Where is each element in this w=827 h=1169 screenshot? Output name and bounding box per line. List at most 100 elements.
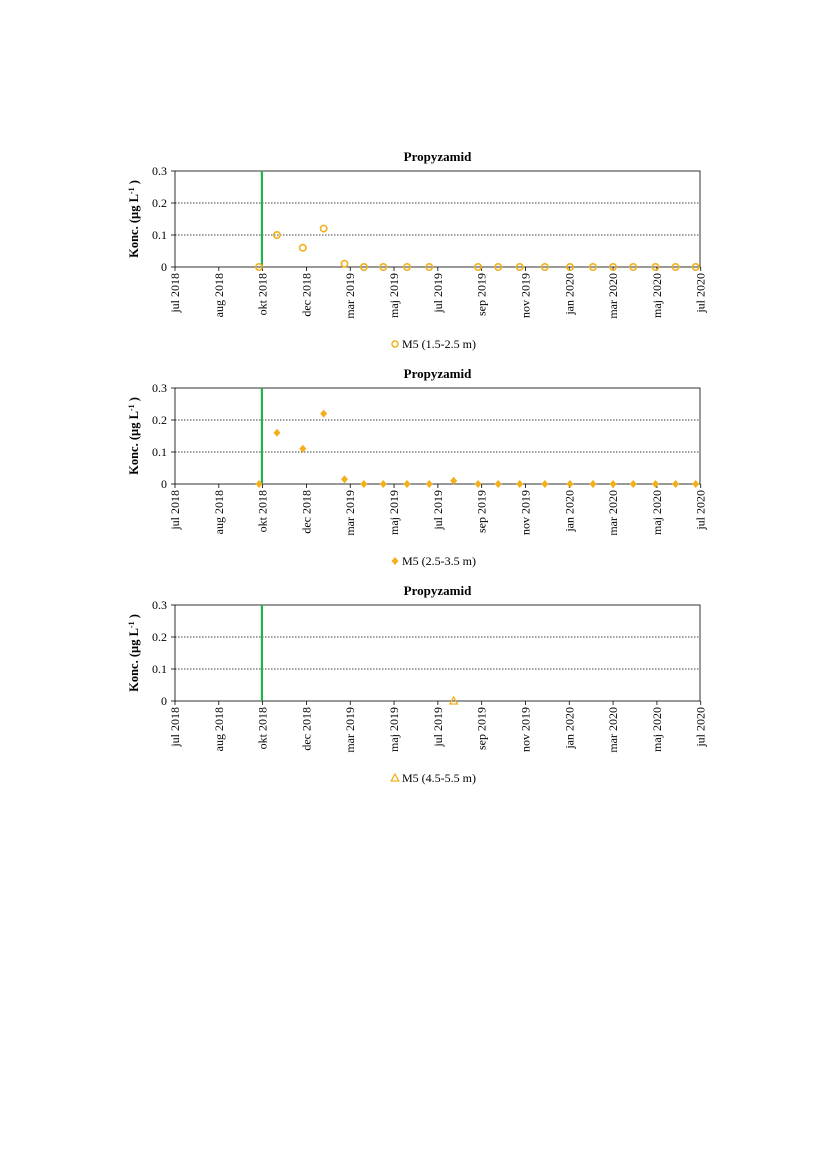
x-tick-label: jul 2020 (694, 707, 708, 748)
x-tick-label: mar 2020 (606, 273, 620, 319)
x-tick-label: mar 2019 (343, 273, 357, 319)
x-tick-label: jan 2020 (562, 490, 576, 533)
x-tick-label: mar 2019 (343, 490, 357, 536)
x-tick-label: mar 2020 (606, 707, 620, 753)
x-tick-label: jul 2019 (431, 707, 445, 748)
x-tick-label: jul 2019 (431, 490, 445, 531)
x-tick-label: jul 2018 (168, 490, 182, 531)
x-tick-label: sep 2019 (475, 273, 489, 316)
chart-panel: Propyzamid 0 0.1 0.2 0.3 Konc. (µg L-1 ) jul 2… (127, 149, 708, 351)
y-axis-label: Konc. (µg L-1 ) (127, 180, 142, 258)
plot-area (174, 387, 701, 485)
y-tick-label: 0.1 (152, 445, 167, 459)
y-tick-label: 0.1 (152, 228, 167, 242)
x-tick-label: sep 2019 (475, 490, 489, 533)
data-point (425, 262, 434, 271)
legend-label: M5 (4.5-5.5 m) (402, 771, 476, 785)
x-tick-label: dec 2018 (299, 273, 313, 317)
x-tick-label: nov 2019 (518, 490, 532, 535)
data-point (651, 480, 659, 488)
x-tick-label: maj 2019 (387, 273, 401, 318)
x-tick-label: dec 2018 (299, 707, 313, 751)
data-point (541, 480, 549, 488)
x-tick-label: jul 2018 (168, 273, 182, 314)
x-tick-label: aug 2018 (212, 707, 226, 751)
x-tick-label: aug 2018 (212, 273, 226, 317)
data-point (299, 444, 307, 453)
x-tick-label: maj 2020 (650, 707, 664, 752)
plot-area (174, 604, 701, 702)
data-point (589, 480, 597, 488)
data-point (629, 262, 638, 271)
data-point (298, 243, 307, 252)
data-point (671, 262, 680, 271)
data-point (403, 480, 411, 488)
data-point (651, 262, 660, 271)
data-point (340, 259, 349, 268)
data-point (273, 428, 281, 437)
y-tick-label: 0.3 (152, 598, 167, 612)
x-tick-label: okt 2018 (256, 273, 270, 315)
x-tick-label: maj 2020 (650, 490, 664, 535)
data-point (474, 480, 482, 488)
y-axis-label: Konc. (µg L-1 ) (127, 614, 142, 692)
x-tick-label: jul 2020 (694, 490, 708, 531)
data-point (320, 409, 328, 418)
x-tick-label: maj 2019 (387, 707, 401, 752)
chart-title: Propyzamid (404, 149, 472, 164)
data-point (494, 480, 502, 488)
x-tick-label: maj 2019 (387, 490, 401, 535)
x-tick-label: jan 2020 (562, 707, 576, 750)
data-point (379, 262, 388, 271)
x-tick-label: okt 2018 (256, 490, 270, 532)
data-point (566, 480, 574, 488)
legend-marker (391, 340, 399, 348)
x-tick-label: maj 2020 (650, 273, 664, 318)
chart-panel: Propyzamid 0 0.1 0.2 0.3 Konc. (µg L-1 ) jul 2… (127, 583, 708, 785)
data-point (494, 262, 503, 271)
data-point (359, 262, 368, 271)
y-tick-label: 0 (161, 694, 167, 708)
legend-marker (391, 557, 399, 565)
data-point (319, 224, 328, 233)
legend-label: M5 (2.5-3.5 m) (402, 554, 476, 568)
data-point (691, 262, 700, 271)
data-point (448, 695, 459, 705)
data-point (609, 262, 618, 271)
y-tick-label: 0.2 (152, 196, 167, 210)
data-point (672, 480, 680, 488)
x-tick-label: jul 2020 (694, 273, 708, 314)
data-point (609, 480, 617, 488)
x-tick-label: nov 2019 (518, 707, 532, 752)
chart-title: Propyzamid (404, 366, 472, 381)
data-point (566, 262, 575, 271)
x-tick-label: mar 2020 (606, 490, 620, 536)
data-point (588, 262, 597, 271)
x-tick-label: nov 2019 (518, 273, 532, 318)
legend-label: M5 (1.5-2.5 m) (402, 337, 476, 351)
data-point (692, 480, 700, 488)
y-tick-label: 0 (161, 260, 167, 274)
x-tick-label: mar 2019 (343, 707, 357, 753)
x-tick-label: dec 2018 (299, 490, 313, 534)
y-tick-label: 0.3 (152, 381, 167, 395)
data-point (474, 262, 483, 271)
data-point (340, 475, 348, 484)
data-point (360, 480, 368, 488)
x-tick-label: okt 2018 (256, 707, 270, 749)
y-tick-label: 0.2 (152, 413, 167, 427)
data-point (450, 476, 458, 485)
data-point (540, 262, 549, 271)
data-point (379, 480, 387, 488)
y-tick-label: 0.1 (152, 662, 167, 676)
data-point (516, 480, 524, 488)
y-tick-label: 0.2 (152, 630, 167, 644)
plot-area (174, 170, 701, 268)
y-tick-label: 0 (161, 477, 167, 491)
y-axis-label: Konc. (µg L-1 ) (127, 397, 142, 475)
data-point (402, 262, 411, 271)
x-tick-label: jul 2019 (431, 273, 445, 314)
data-point (255, 262, 264, 271)
data-point (425, 480, 433, 488)
